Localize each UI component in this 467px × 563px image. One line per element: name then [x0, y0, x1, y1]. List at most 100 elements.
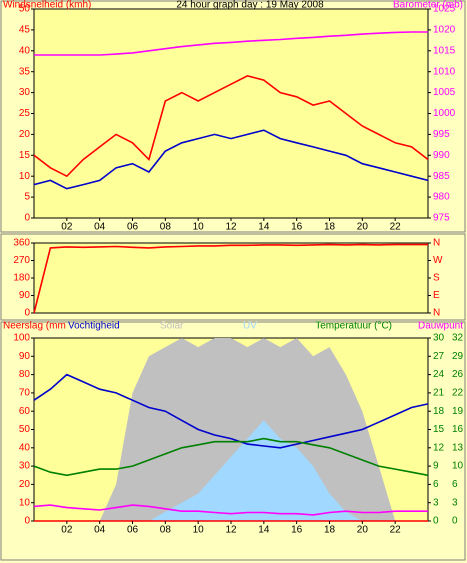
- y2-tick-label: 12: [433, 442, 445, 453]
- y-tick-label: 270: [13, 255, 30, 266]
- panel-frame: [0, 0, 466, 233]
- x-tick-label: 20: [357, 525, 369, 536]
- y-tick-label: 70: [19, 388, 31, 399]
- y3-tick-label: 3: [452, 497, 458, 508]
- y2-tick-label: N: [433, 308, 440, 319]
- y-tick-label: 180: [13, 273, 30, 284]
- x-tick-label: 06: [127, 222, 139, 233]
- y2-tick-label: 975: [433, 213, 450, 224]
- y-tick-label: 15: [19, 150, 31, 161]
- y3-tick-label: 0: [452, 516, 458, 527]
- y2-tick-label: 15: [433, 424, 445, 435]
- legend-entry: Vochtigheid: [68, 321, 120, 332]
- x-tick-label: 04: [94, 222, 106, 233]
- y-tick-label: 90: [19, 290, 31, 301]
- y3-tick-label: 26: [452, 369, 464, 380]
- x-tick-label: 20: [357, 222, 369, 233]
- panel-frame: [0, 321, 466, 561]
- y-tick-label: 50: [19, 424, 31, 435]
- plot-area: [33, 242, 429, 314]
- y2-tick-label: 1000: [433, 108, 456, 119]
- y-tick-label: 40: [19, 442, 31, 453]
- y2-tick-label: 3: [433, 497, 439, 508]
- y3-tick-label: 10: [452, 461, 464, 472]
- x-tick-label: 16: [291, 222, 303, 233]
- y-tick-label: 20: [19, 129, 31, 140]
- y2-axis-title: Barometer (mb): [393, 0, 463, 11]
- y3-tick-label: 32: [452, 333, 464, 344]
- y-tick-label: 60: [19, 406, 31, 417]
- y-tick-label: 90: [19, 351, 31, 362]
- legend-entry: Solar: [160, 321, 184, 332]
- x-tick-label: 08: [160, 525, 172, 536]
- plot-area: [33, 8, 429, 219]
- y2-tick-label: 1025: [433, 4, 456, 15]
- y-tick-label: 25: [19, 108, 31, 119]
- x-tick-label: 04: [94, 525, 106, 536]
- x-tick-label: 10: [193, 525, 205, 536]
- y2-tick-label: 24: [433, 369, 445, 380]
- x-tick-label: 16: [291, 525, 303, 536]
- x-tick-label: 22: [390, 525, 402, 536]
- x-tick-label: 02: [61, 222, 73, 233]
- y2-tick-label: S: [433, 273, 440, 284]
- x-tick-label: 12: [225, 222, 237, 233]
- y2-tick-label: 1010: [433, 66, 456, 77]
- y2-tick-label: 1005: [433, 87, 456, 98]
- y2-tick-label: 0: [433, 516, 439, 527]
- y-tick-label: 0: [24, 308, 30, 319]
- y3-tick-label: 13: [452, 442, 464, 453]
- y-tick-label: 30: [19, 87, 31, 98]
- x-tick-label: 02: [61, 525, 73, 536]
- y-tick-label: 100: [13, 333, 30, 344]
- series-line: [33, 75, 429, 178]
- x-tick-label: 12: [225, 525, 237, 536]
- y-tick-label: 45: [19, 25, 31, 36]
- y3-tick-label: 6: [452, 479, 458, 490]
- y-tick-label: 360: [13, 238, 30, 249]
- y2-tick-label: 1020: [433, 25, 456, 36]
- y-tick-label: 10: [19, 171, 31, 182]
- y-tick-label: 35: [19, 66, 31, 77]
- y-tick-label: 30: [19, 461, 31, 472]
- y3-tick-label: 19: [452, 406, 464, 417]
- y-tick-label: 10: [19, 497, 31, 508]
- y-axis-title: Windsnelheid (kmh): [3, 0, 91, 11]
- y-tick-label: 20: [19, 479, 31, 490]
- legend-entry: Dauwpunt: [418, 321, 463, 332]
- y-tick-label: 0: [24, 516, 30, 527]
- panel-frame: [0, 233, 466, 321]
- legend-entry: Neerslag (mm: [3, 321, 66, 332]
- series-line: [33, 373, 429, 449]
- legend-entry: Temperatuur (°C): [315, 321, 392, 332]
- y3-tick-label: 29: [452, 351, 464, 362]
- y2-tick-label: E: [433, 290, 440, 301]
- y2-tick-label: 1015: [433, 45, 456, 56]
- x-tick-label: 18: [324, 222, 336, 233]
- y2-tick-label: 6: [433, 479, 439, 490]
- series-area: [34, 420, 428, 521]
- x-tick-label: 06: [127, 525, 139, 536]
- series-area: [34, 338, 428, 521]
- x-tick-label: 08: [160, 222, 172, 233]
- x-tick-label: 14: [258, 222, 270, 233]
- y-tick-label: 80: [19, 369, 31, 380]
- x-tick-label: 10: [193, 222, 205, 233]
- series-line: [33, 129, 429, 190]
- y-tick-label: 50: [19, 4, 31, 15]
- series-line: [33, 504, 428, 516]
- y2-tick-label: 27: [433, 351, 445, 362]
- x-tick-label: 22: [390, 222, 402, 233]
- y2-tick-label: 980: [433, 192, 450, 203]
- series-line: [33, 437, 429, 477]
- chart-title: 24 hour graph day : 19 May 2008: [176, 0, 324, 11]
- y2-tick-label: 18: [433, 406, 445, 417]
- y-tick-label: 0: [24, 213, 30, 224]
- y2-tick-label: 21: [433, 388, 445, 399]
- x-tick-label: 14: [258, 525, 270, 536]
- y2-tick-label: 995: [433, 129, 450, 140]
- series-line: [34, 31, 428, 56]
- y2-tick-label: W: [433, 255, 443, 266]
- y-tick-label: 5: [24, 192, 30, 203]
